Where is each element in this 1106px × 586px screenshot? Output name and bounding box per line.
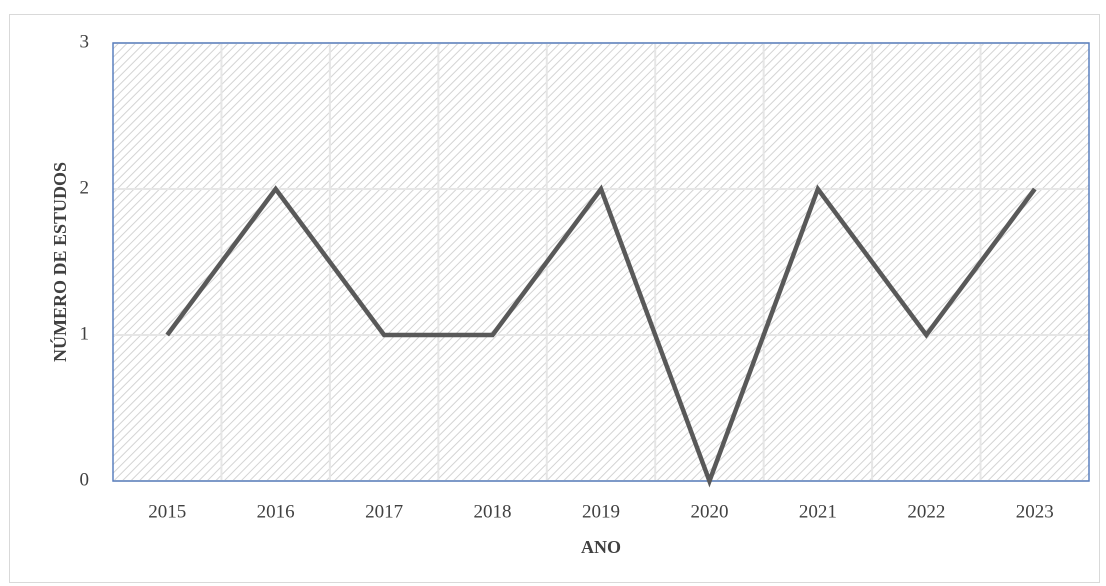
y-tick-label: 1 <box>80 323 90 344</box>
x-tick-label: 2016 <box>257 501 295 522</box>
x-tick-label: 2017 <box>365 501 403 522</box>
x-axis-title: ANO <box>581 537 621 557</box>
x-tick-label: 2019 <box>582 501 620 522</box>
plot-border <box>112 42 1090 482</box>
y-tick-label: 3 <box>80 31 90 52</box>
x-tick-label: 2022 <box>907 501 945 522</box>
y-axis-title: NÚMERO DE ESTUDOS <box>49 162 70 362</box>
x-tick-label: 2023 <box>1016 501 1054 522</box>
x-tick-label: 2015 <box>148 501 186 522</box>
y-tick-label: 0 <box>80 469 90 490</box>
y-tick-label: 2 <box>80 177 90 198</box>
x-tick-label: 2018 <box>474 501 512 522</box>
chart-border <box>9 14 1100 583</box>
x-tick-label: 2021 <box>799 501 837 522</box>
data-line <box>165 184 1037 488</box>
x-tick-label: 2020 <box>690 501 728 522</box>
plot-area <box>113 43 1089 481</box>
